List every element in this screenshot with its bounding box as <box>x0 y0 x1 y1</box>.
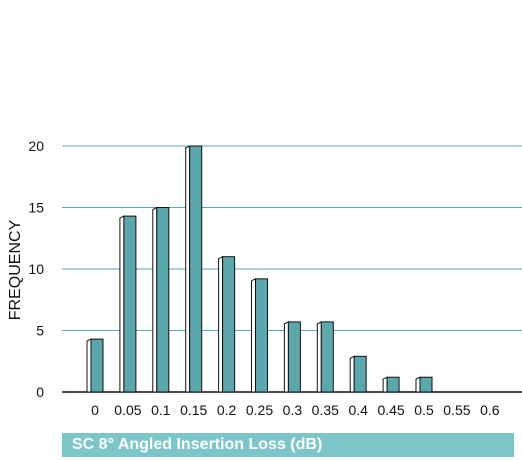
x-tick-label: 0.3 <box>283 402 303 418</box>
bar-front <box>255 278 268 393</box>
bar-side <box>86 338 92 393</box>
bar-front <box>189 145 203 393</box>
bar-0.4 <box>349 355 367 393</box>
bar-side <box>185 145 191 393</box>
bar-front <box>287 321 301 393</box>
y-axis-ticks: 0 5 10 15 20 <box>28 138 44 400</box>
bar-side <box>349 355 355 393</box>
bar-0.5 <box>415 376 433 393</box>
bar-chart: 0 5 10 15 20 0 0.05 0.1 0.15 0.2 0.25 0.3 0.35 0.4 0.… <box>7 138 522 418</box>
bar-side <box>218 255 224 393</box>
bar-side <box>316 321 322 393</box>
y-tick-label: 0 <box>36 384 44 400</box>
bar-0.3 <box>283 321 301 393</box>
x-tick-label: 0.45 <box>377 402 404 418</box>
y-tick-label: 20 <box>28 138 44 154</box>
bar-side <box>152 206 158 393</box>
bar-front <box>90 338 104 393</box>
bar-0.45 <box>382 376 400 393</box>
bar-front <box>386 376 400 393</box>
x-tick-label: 0.35 <box>312 402 339 418</box>
bar-front <box>222 256 236 393</box>
bar-side <box>119 215 125 393</box>
bar-front <box>320 321 334 393</box>
y-axis-label: FREQUENCY <box>7 219 24 320</box>
bar-front <box>123 215 137 393</box>
x-tick-label: 0.15 <box>180 402 207 418</box>
x-tick-label: 0.5 <box>414 402 434 418</box>
x-tick-label: 0.2 <box>217 402 237 418</box>
bar-0.05 <box>119 215 137 393</box>
bar-front <box>156 207 170 393</box>
x-axis-ticks: 0 0.05 0.1 0.15 0.2 0.25 0.3 0.35 0.4 0.45 0.5 0.55… <box>91 402 500 418</box>
x-tick-label: 0.6 <box>480 402 500 418</box>
y-tick-label: 15 <box>28 200 44 216</box>
bar-0.25 <box>251 278 268 393</box>
x-tick-label: 0.4 <box>348 402 368 418</box>
y-tick-label: 10 <box>28 261 44 277</box>
x-axis-caption-bar: SC 8° Angled Insertion Loss (dB) <box>62 433 514 457</box>
bar-side <box>251 278 256 393</box>
x-tick-label: 0.25 <box>246 402 273 418</box>
x-tick-label: 0.05 <box>114 402 141 418</box>
bar-front <box>353 355 367 393</box>
y-tick-label: 5 <box>36 323 44 339</box>
bar-front <box>419 376 433 393</box>
bars <box>86 145 433 393</box>
bar-side <box>382 376 388 393</box>
x-tick-label: 0.1 <box>151 402 171 418</box>
bar-side <box>415 376 421 393</box>
bar-side <box>283 321 289 393</box>
bar-0 <box>86 338 104 393</box>
bar-0.2 <box>218 255 236 393</box>
bar-0.1 <box>152 206 170 393</box>
bar-0.35 <box>316 321 334 393</box>
bar-0.15 <box>185 145 203 393</box>
x-axis-label: SC 8° Angled Insertion Loss (dB) <box>72 436 323 453</box>
x-tick-label: 0 <box>91 402 99 418</box>
x-tick-label: 0.55 <box>443 402 470 418</box>
